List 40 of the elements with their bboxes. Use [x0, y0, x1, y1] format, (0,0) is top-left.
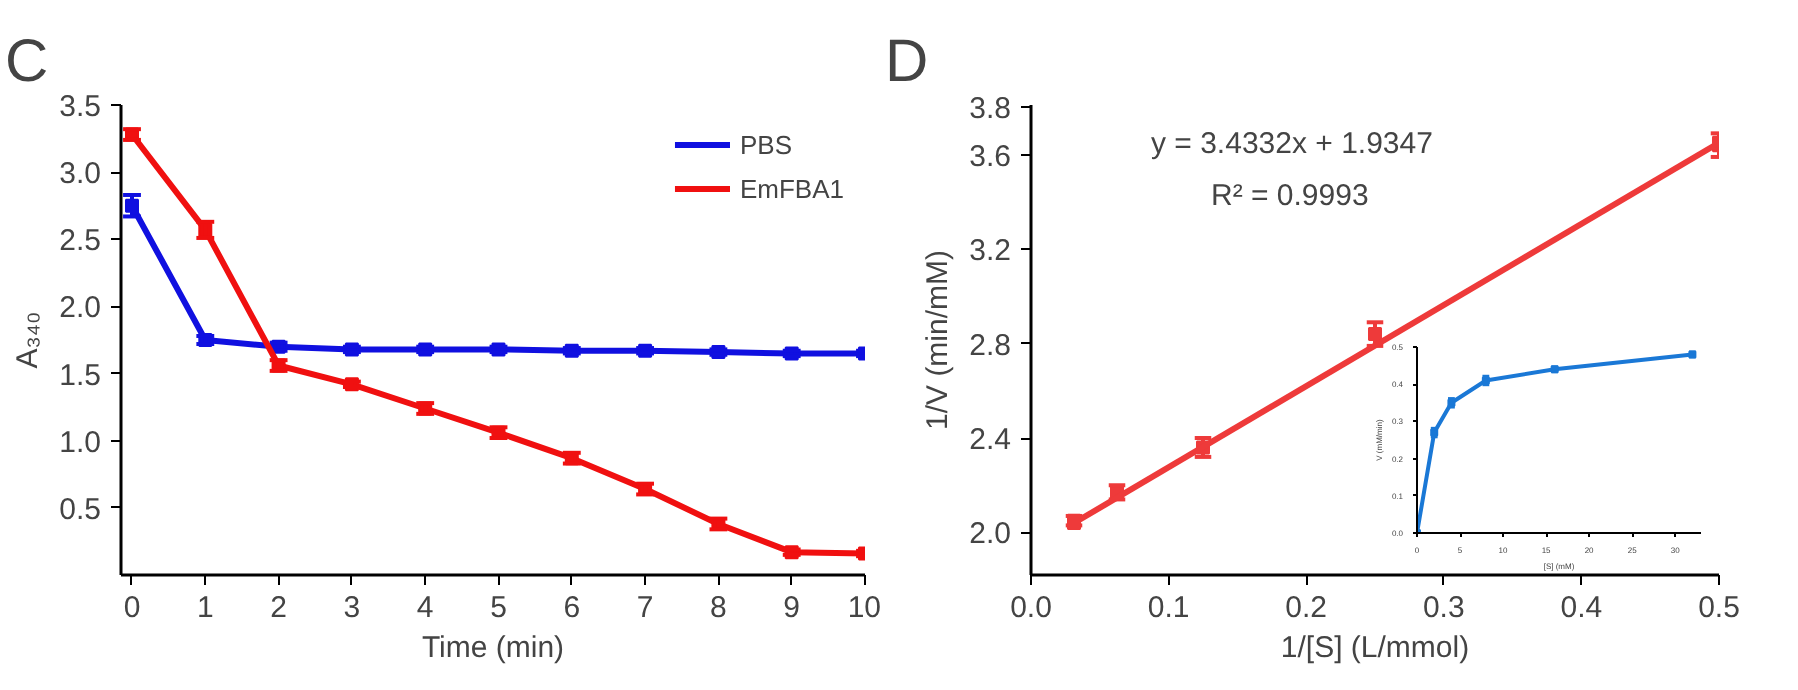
x-tick-label: 1 — [196, 591, 214, 625]
y-tick-label: 2.0 — [59, 291, 102, 326]
x-tick-label: 6 — [563, 591, 581, 625]
x-axis-title: 1/[S] (L/mmol) — [1280, 631, 1470, 665]
x-tick-label: 8 — [710, 591, 727, 625]
y-tick-label: 2.5 — [59, 224, 102, 259]
chart-title: C — [5, 29, 49, 95]
x-tick-label: 9 — [783, 591, 801, 625]
y-tick-label: 3.2 — [969, 234, 1012, 269]
legend-label: PBS — [739, 129, 792, 159]
y-axis-title: A₃₄₀ — [11, 311, 46, 369]
y-tick-label: 2.0 — [969, 517, 1012, 552]
x-tick-label: 0.3 — [1422, 591, 1465, 625]
x-tick-label: 0.1 — [1147, 591, 1190, 625]
x-axis-title: Time (min) — [421, 631, 565, 665]
y-tick-label: 2.4 — [969, 423, 1012, 458]
x-tick-label: 7 — [636, 591, 654, 625]
x-tick-label: 0.5 — [1698, 591, 1740, 625]
y-tick-label: 1.0 — [59, 425, 102, 460]
x-tick-label: 2 — [270, 591, 287, 625]
x-tick-label: 10 — [847, 591, 882, 625]
y-tick-label: 0.5 — [59, 492, 102, 527]
y-tick-label: 3.6 — [969, 139, 1012, 174]
y-tick-label: 3.0 — [59, 157, 102, 192]
y-tick-label: 2.8 — [969, 328, 1012, 363]
legend-label: EmFBA1 — [739, 173, 844, 203]
x-tick-label: 0.4 — [1560, 591, 1603, 625]
x-tick-label: 5 — [490, 591, 507, 625]
x-tick-label: 0.0 — [1010, 591, 1052, 625]
y-tick-label: 3.5 — [59, 90, 102, 124]
annotation: y = 3.4332x + 1.9347 — [1151, 127, 1433, 161]
y-axis-title: 1/V (min/mM) — [921, 249, 956, 430]
y-tick-label: 1.5 — [59, 358, 102, 393]
y-tick-label: 3.8 — [969, 92, 1012, 127]
chart-title: D — [885, 29, 929, 95]
x-tick-label: 0.2 — [1285, 591, 1328, 625]
x-tick-label: 0 — [123, 591, 141, 625]
annotation: R² = 0.9993 — [1211, 179, 1369, 213]
x-tick-label: 3 — [343, 591, 361, 625]
x-tick-label: 4 — [416, 591, 434, 625]
